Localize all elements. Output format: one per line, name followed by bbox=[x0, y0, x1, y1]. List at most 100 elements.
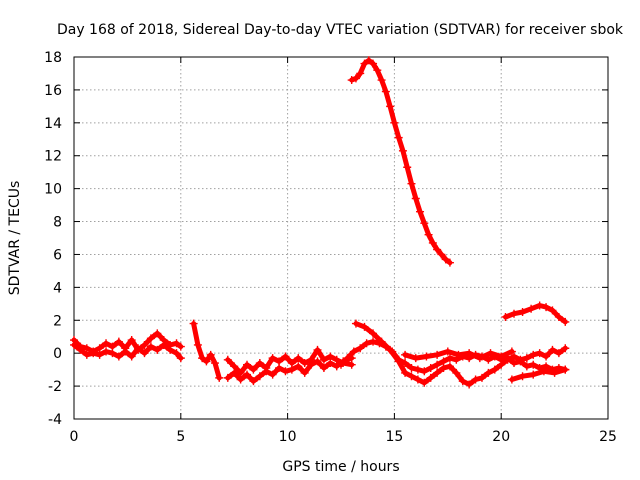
data-point bbox=[236, 375, 245, 384]
data-point bbox=[437, 250, 446, 259]
data-point bbox=[369, 329, 378, 338]
data-point bbox=[76, 345, 85, 354]
data-point bbox=[223, 373, 232, 382]
data-point bbox=[373, 66, 382, 75]
data-point bbox=[364, 56, 373, 65]
plot-frame bbox=[73, 56, 609, 420]
data-point bbox=[369, 337, 378, 346]
data-point bbox=[420, 367, 429, 376]
data-point bbox=[89, 349, 98, 358]
data-point bbox=[416, 207, 425, 216]
data-point bbox=[360, 322, 369, 331]
data-point bbox=[281, 367, 290, 376]
y-tick-label: 14 bbox=[44, 116, 62, 132]
data-point bbox=[561, 344, 570, 353]
y-axis-label: SDTVAR / TECUs bbox=[7, 181, 23, 296]
data-point bbox=[486, 349, 495, 358]
data-point bbox=[223, 355, 232, 364]
y-tick-label: -4 bbox=[48, 412, 62, 428]
data-point bbox=[362, 339, 371, 348]
data-point bbox=[518, 308, 527, 317]
y-tick-label: 4 bbox=[53, 280, 62, 296]
data-point bbox=[445, 258, 454, 267]
series-trace bbox=[349, 57, 453, 266]
data-point bbox=[172, 349, 181, 358]
data-point bbox=[394, 357, 403, 366]
data-point bbox=[433, 360, 442, 369]
data-point bbox=[319, 363, 328, 372]
data-point bbox=[422, 352, 431, 361]
data-point bbox=[300, 368, 309, 377]
data-point bbox=[294, 362, 303, 371]
data-point bbox=[420, 378, 429, 387]
data-point bbox=[390, 118, 399, 127]
x-tick-label: 5 bbox=[176, 429, 185, 445]
data-point bbox=[413, 375, 422, 384]
x-tick-label: 0 bbox=[70, 429, 79, 445]
data-point bbox=[102, 339, 111, 348]
data-point bbox=[166, 345, 175, 354]
y-tick-label: 18 bbox=[44, 50, 62, 66]
data-point bbox=[465, 349, 474, 358]
y-tick-label: 6 bbox=[53, 247, 62, 263]
data-point bbox=[351, 74, 360, 83]
data-point bbox=[454, 350, 463, 359]
data-point bbox=[377, 76, 386, 85]
data-point bbox=[548, 345, 557, 354]
data-point bbox=[275, 363, 284, 372]
data-point bbox=[554, 349, 563, 358]
data-point bbox=[561, 365, 570, 374]
data-point bbox=[507, 347, 516, 356]
data-point bbox=[243, 360, 252, 369]
y-tick-label: 0 bbox=[53, 346, 62, 362]
data-point bbox=[522, 354, 531, 363]
data-point bbox=[356, 344, 365, 353]
data-point bbox=[407, 372, 416, 381]
data-point bbox=[386, 102, 395, 111]
x-axis-tick-labels: 0 5 10 15 20 25 bbox=[70, 429, 617, 445]
data-point bbox=[172, 339, 181, 348]
data-point bbox=[426, 373, 435, 382]
data-point bbox=[516, 355, 525, 364]
data-point bbox=[441, 255, 450, 264]
data-point bbox=[377, 337, 386, 346]
data-point bbox=[153, 345, 162, 354]
data-point bbox=[176, 342, 185, 351]
data-point bbox=[140, 340, 149, 349]
data-point bbox=[542, 362, 551, 371]
data-point bbox=[121, 347, 130, 356]
data-point bbox=[300, 359, 309, 368]
data-point bbox=[202, 357, 211, 366]
data-point bbox=[510, 352, 519, 361]
gridlines bbox=[74, 57, 608, 419]
data-point bbox=[407, 363, 416, 372]
data-point bbox=[394, 133, 403, 142]
data-point bbox=[249, 377, 258, 386]
data-point bbox=[443, 347, 452, 356]
data-point bbox=[134, 344, 143, 353]
data-point bbox=[439, 363, 448, 372]
chart-title: Day 168 of 2018, Sidereal Day-to-day VTE… bbox=[57, 22, 624, 38]
data-point bbox=[433, 368, 442, 377]
y-tick-label: 12 bbox=[44, 149, 62, 165]
data-point bbox=[398, 146, 407, 155]
data-point bbox=[411, 194, 420, 203]
y-tick-label: 8 bbox=[53, 215, 62, 231]
data-point bbox=[369, 59, 378, 68]
data-point bbox=[210, 359, 219, 368]
data-point bbox=[542, 303, 551, 312]
y-tick-label: -2 bbox=[48, 379, 62, 395]
data-point bbox=[82, 350, 91, 359]
data-point bbox=[255, 372, 264, 381]
series-trace bbox=[509, 367, 568, 382]
y-axis-tick-labels: -4 -2 0 2 4 6 8 10 12 14 16 18 bbox=[44, 50, 62, 428]
data-point bbox=[503, 355, 512, 364]
data-point bbox=[127, 352, 136, 361]
data-point bbox=[215, 373, 224, 382]
data-point bbox=[471, 375, 480, 384]
data-point bbox=[108, 349, 117, 358]
data-point bbox=[518, 372, 527, 381]
data-point bbox=[510, 309, 519, 318]
data-point bbox=[539, 367, 548, 376]
data-point bbox=[403, 163, 412, 172]
